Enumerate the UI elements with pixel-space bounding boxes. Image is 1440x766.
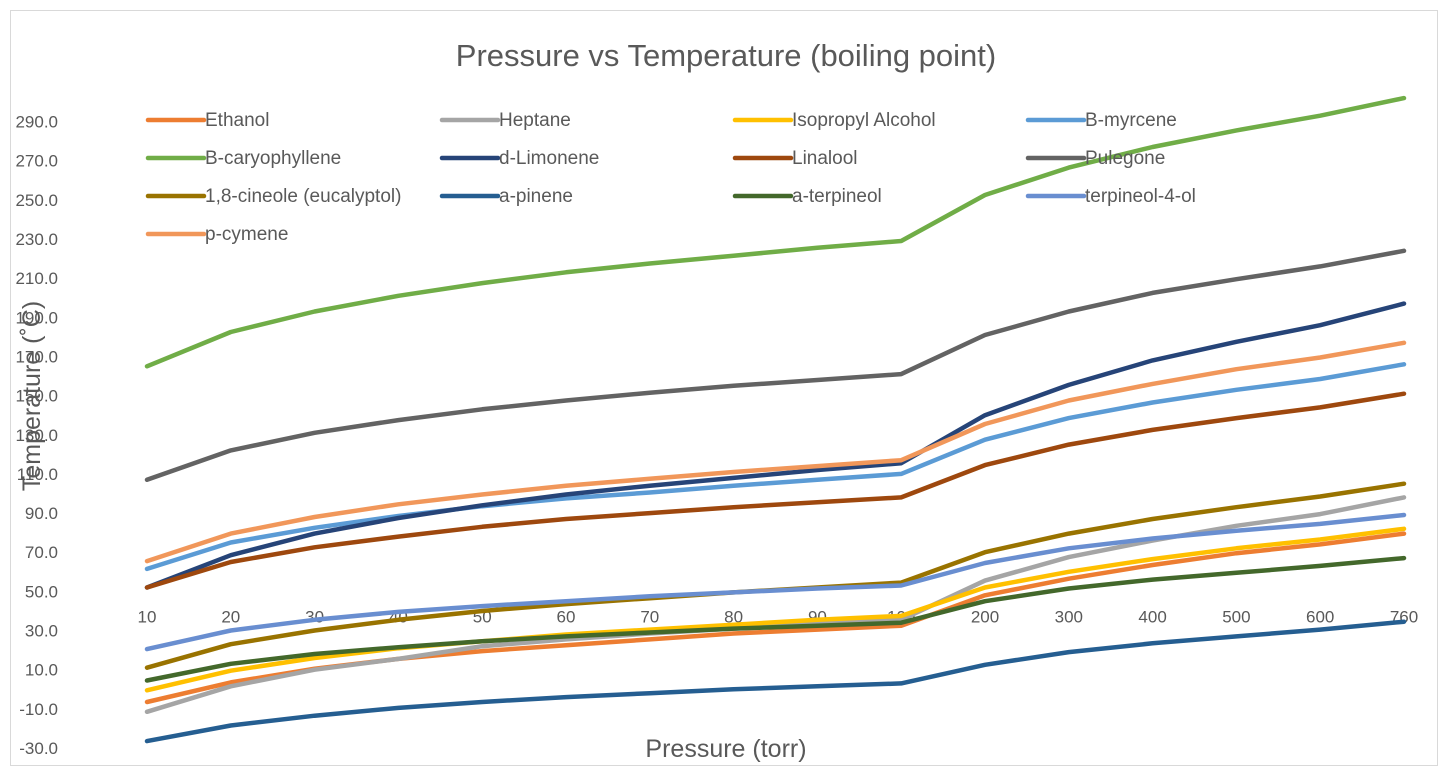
legend-label: Pulegone bbox=[1085, 148, 1165, 169]
y-tick-label: 190.0 bbox=[15, 308, 58, 327]
x-tick-label: 300 bbox=[1055, 608, 1083, 627]
y-tick-label: -30.0 bbox=[19, 739, 58, 758]
x-tick-label: 10 bbox=[138, 608, 157, 627]
y-tick-label: 90.0 bbox=[25, 504, 58, 523]
x-tick-label: 200 bbox=[971, 608, 999, 627]
legend-label: Isopropyl Alcohol bbox=[792, 110, 936, 131]
x-tick-label: 20 bbox=[221, 608, 240, 627]
plot-series bbox=[144, 95, 1407, 744]
y-tick-label: 50.0 bbox=[25, 582, 58, 601]
legend-label: 1,8-cineole (eucalyptol) bbox=[205, 186, 401, 207]
series-line-6 bbox=[144, 301, 1407, 590]
legend-label: a-pinene bbox=[499, 186, 573, 207]
x-tick-label: 70 bbox=[640, 608, 659, 627]
legend-label: terpineol-4-ol bbox=[1085, 186, 1196, 207]
series-line-12 bbox=[144, 512, 1407, 652]
y-tick-label: 250.0 bbox=[15, 191, 58, 210]
chart-title: Pressure vs Temperature (boiling point) bbox=[456, 38, 996, 73]
y-tick-label: 210.0 bbox=[15, 269, 58, 288]
series-line-4 bbox=[144, 362, 1407, 572]
legend: Ethanol Heptane Isopropyl Alcohol B-myrcene… bbox=[145, 110, 1196, 245]
x-tick-label: 80 bbox=[724, 608, 743, 627]
legend-label: a-terpineol bbox=[792, 186, 882, 207]
series-line-11 bbox=[144, 555, 1407, 683]
y-tick-label: 290.0 bbox=[15, 113, 58, 132]
y-axis-ticks: -30.0 -10.0 10.0 30.0 50.0 70.0 90.0 110.0 130.0… bbox=[15, 113, 58, 758]
legend-label: B-myrcene bbox=[1085, 110, 1177, 131]
y-axis-title: Temperature (˚C) bbox=[18, 301, 46, 491]
legend-label: Ethanol bbox=[205, 110, 269, 131]
y-tick-label: 270.0 bbox=[15, 152, 58, 171]
y-tick-label: 170.0 bbox=[15, 347, 58, 366]
y-tick-label: 10.0 bbox=[25, 661, 58, 680]
y-tick-label: 30.0 bbox=[25, 622, 58, 641]
x-tick-label: 500 bbox=[1222, 608, 1250, 627]
legend-label: B-caryophyllene bbox=[205, 148, 341, 169]
y-tick-label: 110.0 bbox=[17, 465, 58, 484]
series-line-13 bbox=[144, 340, 1407, 564]
x-axis-title: Pressure (torr) bbox=[645, 735, 806, 763]
legend-label: Linalool bbox=[792, 148, 858, 169]
legend-label: d-Limonene bbox=[499, 148, 599, 169]
y-tick-label: -10.0 bbox=[19, 700, 58, 719]
x-tick-label: 600 bbox=[1306, 608, 1334, 627]
series-line-3 bbox=[144, 526, 1407, 693]
legend-label: p-cymene bbox=[205, 224, 288, 245]
y-tick-label: 230.0 bbox=[15, 230, 58, 249]
x-tick-label: 400 bbox=[1138, 608, 1166, 627]
y-tick-label: 70.0 bbox=[25, 543, 58, 562]
series-line-8 bbox=[144, 248, 1407, 483]
series-line-7 bbox=[144, 391, 1407, 590]
y-tick-label: 150.0 bbox=[15, 387, 58, 406]
x-tick-label: 60 bbox=[557, 608, 576, 627]
series-line-5 bbox=[144, 95, 1407, 369]
legend-label: Heptane bbox=[499, 110, 571, 131]
series-line-10 bbox=[144, 619, 1407, 744]
y-tick-label: 130.0 bbox=[15, 426, 58, 445]
